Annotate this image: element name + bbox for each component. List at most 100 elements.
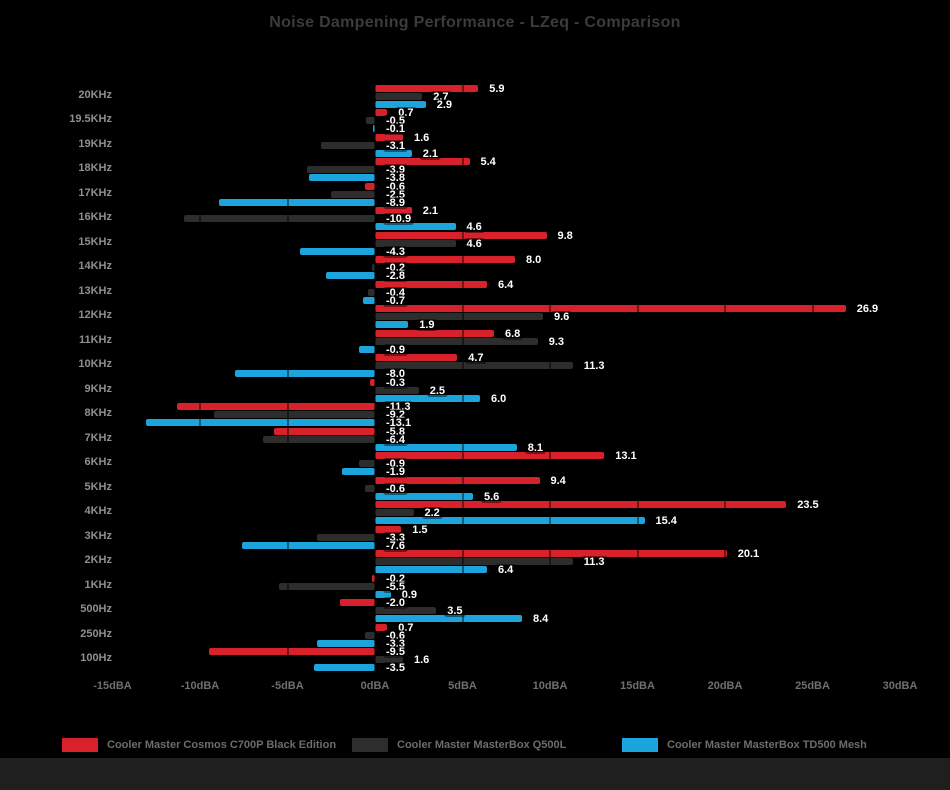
bar (184, 215, 375, 222)
category-label: 5KHz (84, 480, 112, 493)
bar (364, 484, 375, 492)
bar (375, 354, 458, 361)
value-label: 1.9 (416, 319, 438, 331)
category-label: 20KHz (78, 88, 112, 101)
value-label: 2.7 (430, 90, 452, 103)
value-label: 9.6 (551, 311, 573, 323)
value-label: 0.9 (398, 588, 421, 601)
category-label: 14KHz (78, 260, 112, 272)
x-tick-label: 10dBA (532, 680, 568, 692)
bar (366, 117, 375, 124)
category-label: 4KHz (84, 505, 112, 517)
value-label: 5.6 (481, 490, 503, 503)
value-label: 26.9 (853, 303, 882, 315)
value-label: 4.7 (465, 352, 487, 364)
value-label: 1.6 (411, 654, 433, 666)
value-label: 8.0 (523, 254, 545, 266)
category-label: 500Hz (80, 603, 112, 615)
value-label: 1.5 (409, 523, 431, 536)
bar (375, 256, 515, 263)
value-label: -2.8 (383, 270, 408, 282)
value-label: -0.2 (383, 262, 408, 274)
category-label: 6KHz (84, 456, 112, 468)
value-label: 6.4 (495, 278, 517, 291)
bar (375, 100, 426, 108)
value-label: -5.8 (383, 425, 408, 438)
value-label: 2.2 (421, 507, 443, 519)
legend-swatch-dark (352, 738, 388, 752)
gridline (199, 82, 201, 674)
bar (375, 443, 517, 451)
plot-area: 20KHz 5.9 2.7 2.9 19.5KHz 0.7 -0.5 -0.1 19KHz 1.6… (69, 82, 917, 692)
bar (340, 599, 375, 606)
bar (375, 623, 388, 631)
bar (375, 313, 543, 320)
value-label: 2.9 (433, 98, 456, 111)
value-label: -0.6 (383, 629, 408, 642)
chart-title: Noise Dampening Performance - LZeq - Com… (269, 14, 681, 31)
category-label: 100Hz (80, 652, 112, 664)
value-label: -5.5 (383, 580, 408, 593)
category-label: 3KHz (84, 529, 112, 542)
bar (375, 207, 412, 214)
value-label: 15.4 (652, 515, 680, 527)
value-label: 8.1 (524, 441, 547, 454)
value-label: 11.3 (580, 556, 608, 568)
bar (375, 84, 479, 92)
x-tick-label: -15dBA (93, 680, 132, 692)
value-label: 5.4 (477, 156, 499, 168)
value-label: 0.7 (395, 621, 417, 634)
bar (375, 158, 470, 165)
bar (375, 231, 547, 239)
bar (375, 550, 727, 557)
value-label: -3.5 (383, 662, 408, 674)
bar (263, 435, 375, 443)
value-label: 5.9 (486, 82, 508, 95)
gridline (549, 82, 551, 674)
value-label: 9.3 (545, 335, 568, 348)
value-label: 20.1 (734, 548, 763, 560)
bar (362, 296, 375, 304)
value-label: -4.3 (383, 245, 408, 258)
category-label: 18KHz (78, 162, 112, 174)
value-label: -0.7 (383, 294, 408, 307)
bar (320, 141, 375, 149)
bar (313, 664, 375, 671)
bar (177, 403, 375, 410)
value-label: -3.9 (383, 164, 408, 176)
legend: Cooler Master Cosmos C700P Black Edition… (0, 737, 950, 753)
value-label: -3.3 (383, 637, 408, 650)
category-label: 16KHz (78, 211, 112, 223)
value-label: -0.9 (383, 458, 408, 470)
value-label: -9.5 (383, 646, 408, 658)
category-label: 19.5KHz (69, 113, 112, 125)
bar (375, 386, 419, 394)
x-tick-label: 0dBA (360, 680, 390, 692)
bar (235, 370, 375, 377)
bar (375, 109, 388, 116)
bar (219, 198, 375, 206)
x-tick-label: -5dBA (271, 680, 304, 692)
value-label: -0.9 (383, 343, 408, 356)
bar (364, 182, 375, 190)
value-label: -0.2 (383, 572, 408, 585)
value-label: -0.3 (383, 376, 408, 389)
value-label: 0.7 (395, 107, 417, 119)
x-tick-label: 20dBA (707, 680, 743, 692)
bar (375, 239, 456, 247)
category-label: 8KHz (84, 407, 112, 419)
legend-label: Cooler Master Cosmos C700P Black Edition (107, 739, 337, 751)
value-label: 6.8 (502, 327, 524, 340)
category-label: 10KHz (78, 358, 112, 370)
value-label: 11.3 (580, 360, 608, 372)
bar (145, 419, 375, 426)
bar (326, 272, 375, 279)
value-label: 6.0 (488, 392, 510, 405)
gridline (461, 82, 464, 674)
bar (371, 264, 375, 271)
value-label: -3.1 (383, 139, 408, 152)
bar (375, 492, 473, 500)
value-label: -2.5 (383, 188, 408, 201)
value-label: 2.1 (419, 147, 442, 160)
